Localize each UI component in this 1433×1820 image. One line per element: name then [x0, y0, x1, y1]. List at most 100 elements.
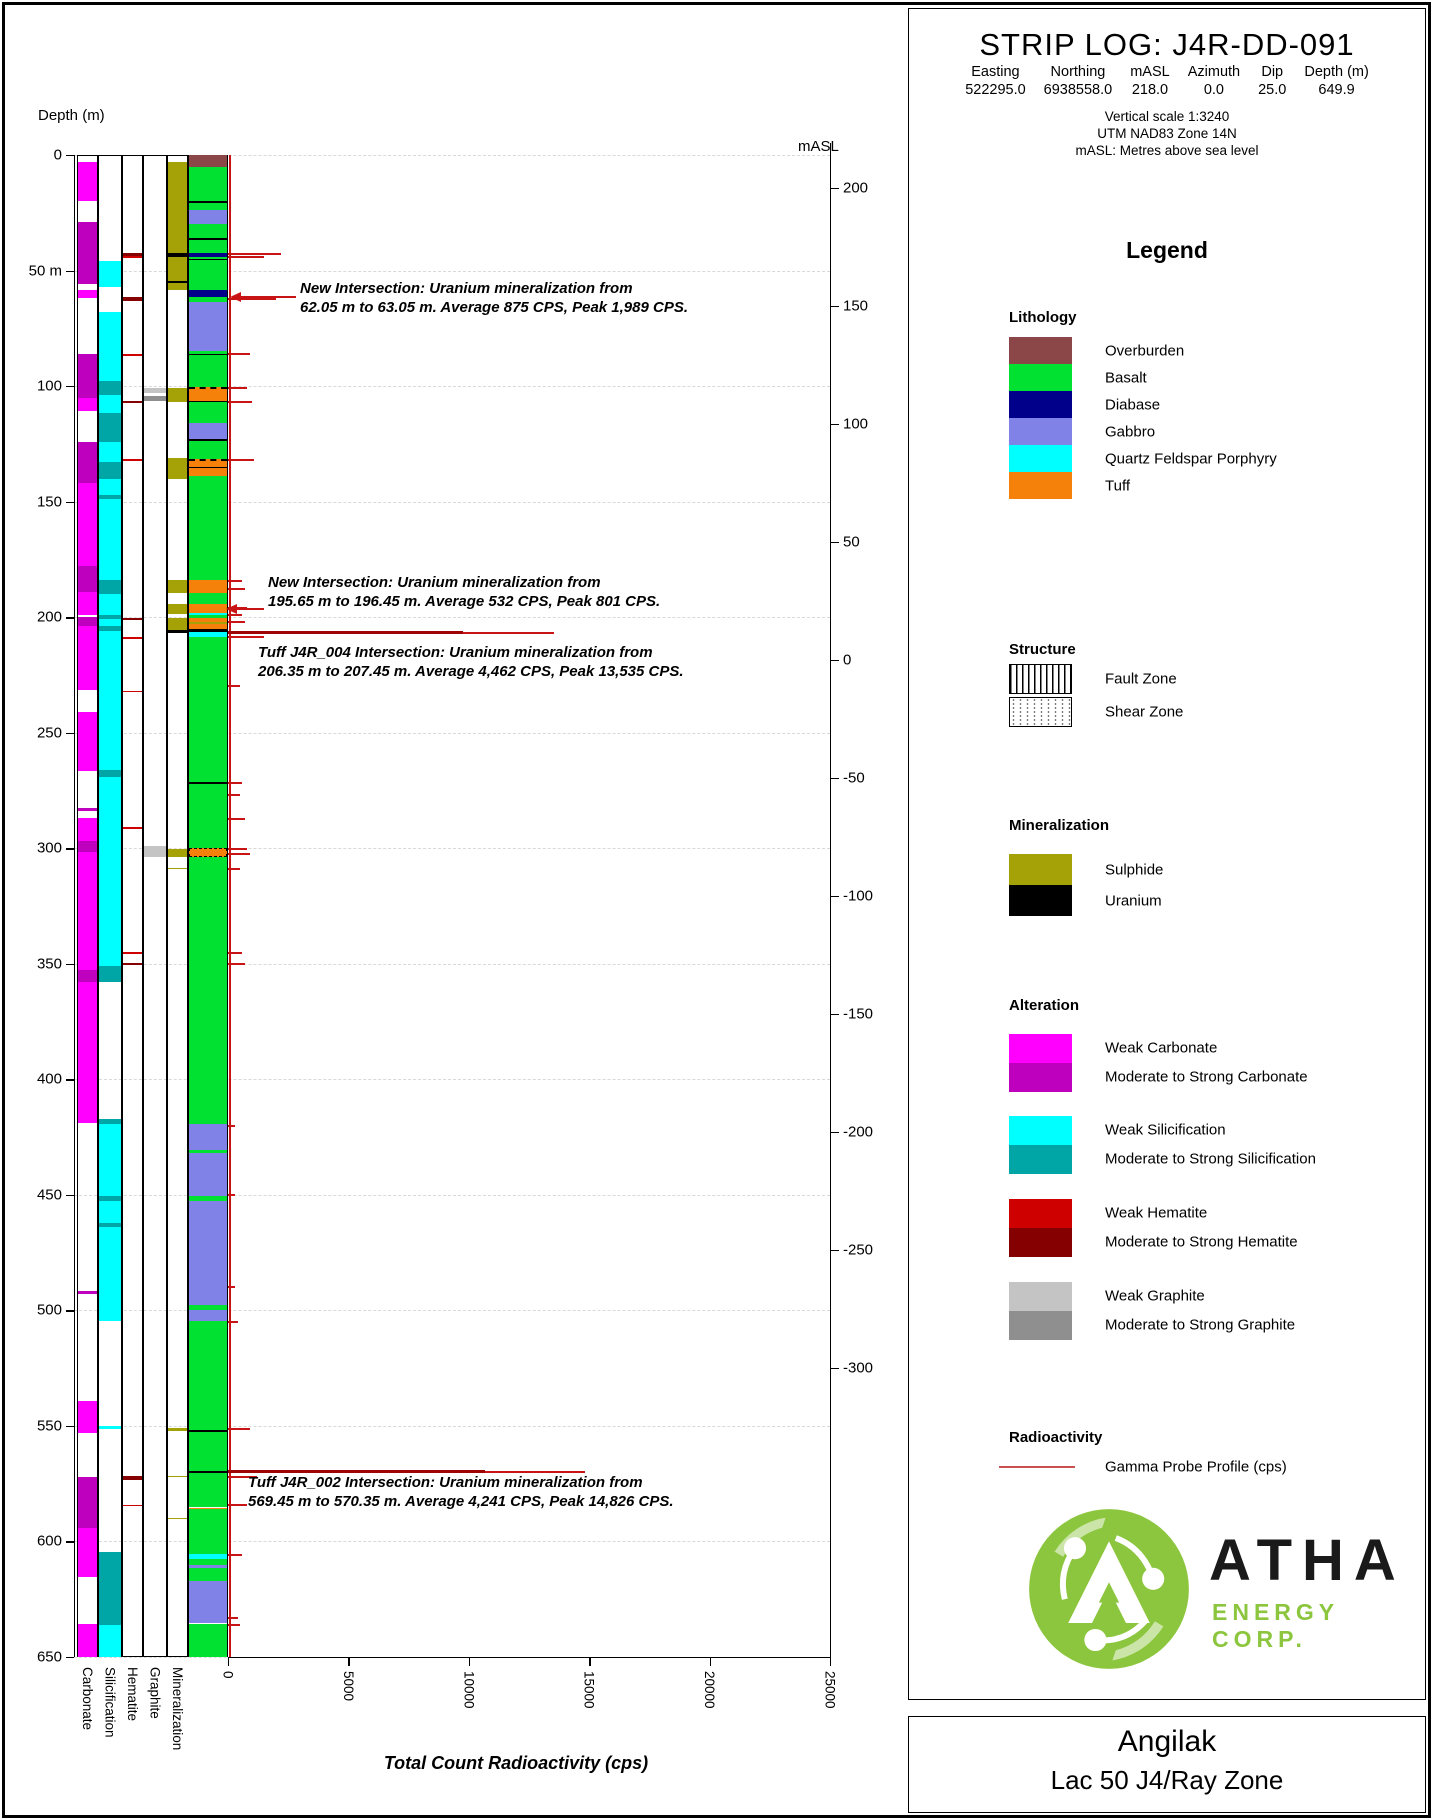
hematite-interval — [123, 690, 142, 693]
hematite-interval — [123, 1475, 142, 1480]
depth-axis — [74, 155, 76, 1658]
silicification-interval — [99, 395, 121, 413]
silicification-interval — [99, 312, 121, 382]
annotation-line: 195.65 m to 196.45 m. Average 532 CPS, P… — [268, 593, 661, 610]
legend-label-tuff: Tuff — [1105, 477, 1131, 495]
lithology-interval — [189, 256, 227, 291]
x-tick-label: 20000 — [702, 1671, 718, 1709]
column-label-silicification: Silicification — [102, 1667, 118, 1738]
legend-title: Legend — [1126, 237, 1208, 263]
gamma-spike — [228, 588, 245, 591]
mineralization-interval — [168, 1475, 187, 1478]
gamma-spike-core — [228, 1469, 486, 1473]
gamma-spike — [228, 1475, 257, 1478]
masl-tick-label: -300 — [843, 1359, 874, 1377]
depth-tick — [66, 963, 74, 966]
carbonate-interval — [78, 222, 97, 285]
gamma-spike — [228, 1286, 236, 1289]
carbonate-interval — [78, 1290, 97, 1295]
field-dip: Dip 25.0 — [1249, 64, 1295, 98]
x-axis — [228, 1657, 830, 1659]
silicification-interval — [99, 1196, 121, 1201]
field-azimuth: Azimuth 0.0 — [1179, 64, 1249, 98]
silicification-interval — [99, 776, 121, 967]
intersection-annotation-2: New Intersection: Uranium mineralization… — [268, 573, 660, 611]
field-label: Azimuth — [1187, 64, 1241, 80]
lithology-interval — [189, 637, 227, 849]
carbonate-interval — [78, 969, 97, 983]
masl-tick-label: -200 — [843, 1123, 874, 1141]
silicification-interval — [99, 631, 121, 770]
silicification-interval — [99, 626, 121, 631]
lithology-interval — [189, 623, 227, 630]
legend-alteration-header: Alteration — [1009, 997, 1080, 1014]
hematite-interval — [123, 962, 142, 965]
silicification-interval — [99, 1124, 121, 1196]
x-tick — [830, 1657, 832, 1667]
depth-gridline — [74, 1310, 830, 1312]
project-name: Angilak — [1117, 1725, 1217, 1758]
masl-tick-label: 200 — [843, 179, 869, 197]
masl-tick — [830, 306, 839, 308]
note-datum: UTM NAD83 Zone 14N — [1097, 126, 1237, 141]
depth-tick — [66, 732, 74, 735]
field-value: 0.0 — [1203, 82, 1224, 98]
depth-tick-label: 350 — [36, 955, 62, 973]
depth-gridline — [74, 963, 830, 965]
field-value: 25.0 — [1258, 82, 1287, 98]
silicification-interval — [99, 412, 121, 442]
gamma-spike-core — [228, 631, 463, 635]
hematite-interval — [123, 826, 142, 829]
depth-tick — [66, 1657, 74, 1659]
depth-tick — [66, 155, 74, 157]
lithology-interval — [189, 1507, 227, 1509]
legend-mineralization-header: Mineralization — [1009, 817, 1110, 834]
annotation-line: Tuff J4R_004 Intersection: Uranium miner… — [258, 644, 653, 661]
legend-label-structure-0: Fault Zone — [1105, 670, 1177, 688]
carbonate-interval — [78, 982, 97, 1124]
depth-gridline — [74, 1541, 830, 1543]
carbonate-interval — [78, 626, 97, 690]
x-tick-label: 5000 — [340, 1671, 356, 1702]
lithology-interval — [189, 1564, 227, 1569]
silicification-interval — [99, 261, 121, 287]
gamma-spike — [228, 400, 253, 403]
lithology-interval — [189, 1149, 227, 1154]
silicification-interval — [99, 1222, 121, 1228]
silicification-interval — [99, 1551, 121, 1625]
lithology-interval — [189, 621, 227, 624]
lithology-interval — [189, 615, 227, 618]
graW-swatch — [1009, 1282, 1072, 1311]
lithology-contact — [188, 439, 228, 441]
depth-gridline — [74, 155, 830, 156]
depth-gridline — [74, 386, 830, 388]
depth-tick-label: 300 — [36, 839, 62, 857]
gamma-spike — [228, 1320, 238, 1323]
gamma-spike — [228, 255, 265, 258]
depth-gridline — [74, 1425, 830, 1427]
depth-tick — [66, 848, 74, 850]
company-logo — [1024, 1504, 1194, 1679]
hematite-column-box — [122, 155, 143, 1658]
masl-tick-label: 50 — [843, 533, 860, 551]
field-label: Easting — [971, 64, 1020, 80]
mineralization-interval — [168, 604, 187, 614]
mineralization-column-box — [167, 155, 188, 1658]
depth-tick — [66, 386, 74, 388]
silM-swatch — [1009, 1145, 1072, 1174]
masl-tick — [830, 1014, 839, 1016]
atha-logo-icon — [1029, 1509, 1189, 1669]
intersection-annotation-1: New Intersection: Uranium mineralization… — [300, 279, 688, 317]
gamma-spike — [228, 620, 245, 623]
gamma-spike — [228, 298, 276, 301]
gamma-spike — [228, 1553, 243, 1556]
carbonate-interval — [78, 566, 97, 592]
lithology-interval — [189, 468, 227, 477]
mineralization-interval — [168, 457, 187, 479]
lithology-interval — [189, 1470, 227, 1474]
diabase-swatch — [1009, 391, 1072, 418]
overburden-swatch — [1009, 337, 1072, 364]
gamma-spike — [228, 1428, 250, 1431]
annotation-line: New Intersection: Uranium mineralization… — [268, 574, 601, 591]
info-panel: STRIP LOG: J4R-DD-091 Easting 522295.0 N… — [908, 8, 1426, 1700]
